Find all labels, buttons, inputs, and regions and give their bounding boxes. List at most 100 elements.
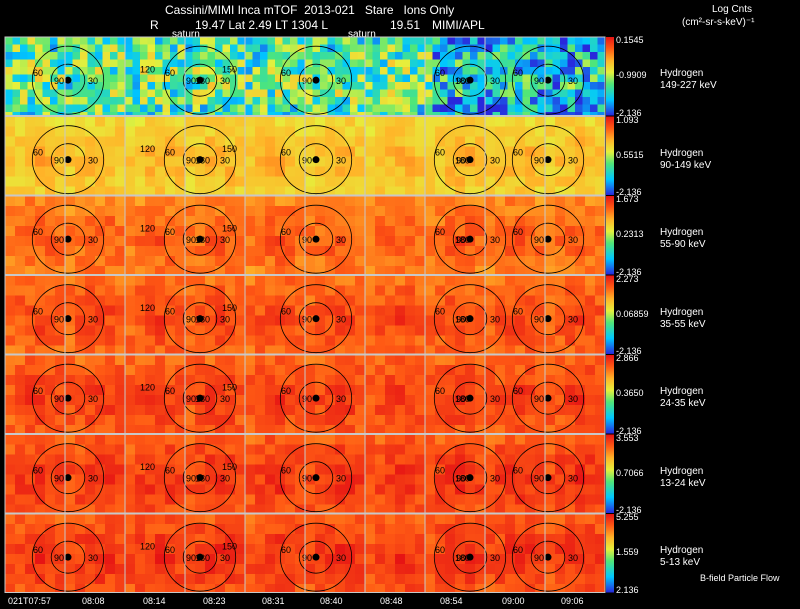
heat-cell (595, 226, 606, 237)
contour-label: 30 (490, 156, 500, 166)
heat-cell (365, 355, 376, 366)
heat-cell (435, 464, 446, 475)
heat-cell (345, 236, 356, 247)
heat-cell (145, 315, 156, 326)
heat-cell (45, 226, 56, 237)
heat-cell (15, 504, 26, 513)
flow-center-dot (312, 156, 320, 164)
heat-cell (435, 216, 446, 227)
heat-cell (525, 444, 536, 455)
heat-cell (355, 415, 366, 426)
heat-cell (565, 275, 576, 286)
contour-label: 30 (88, 394, 98, 404)
heat-cell (585, 444, 596, 455)
heat-cell (485, 474, 496, 485)
heat-cell (290, 52, 298, 60)
heat-cell (45, 146, 56, 157)
heat-cell (425, 504, 436, 513)
heat-cell (282, 44, 291, 53)
heat-cell (565, 514, 576, 525)
heat-cell (25, 166, 36, 177)
heat-cell (425, 176, 436, 187)
heat-cell (135, 464, 146, 475)
heat-cell (245, 474, 256, 485)
heat-cell (552, 112, 561, 116)
heat-cell (145, 405, 156, 416)
heat-cell (405, 375, 416, 386)
heat-cell (465, 305, 476, 316)
heat-cell (50, 104, 58, 113)
heat-cell (365, 375, 376, 386)
flow-center-dot (544, 156, 552, 164)
heat-cell (25, 266, 36, 275)
heat-cell (555, 256, 566, 267)
heat-cell (395, 544, 406, 555)
heat-cell (585, 176, 596, 187)
heat-cell (75, 295, 86, 306)
heat-cell (387, 74, 396, 83)
heat-cell (485, 104, 493, 113)
heat-cell (125, 112, 133, 116)
heat-cell (162, 89, 171, 98)
heat-cell (85, 236, 96, 247)
heat-cell (495, 116, 506, 127)
heat-cell (285, 434, 296, 445)
heat-cell (132, 74, 141, 83)
contour-line (530, 63, 566, 97)
heat-cell (505, 584, 516, 593)
heat-cell (505, 454, 516, 465)
heat-cell (575, 484, 586, 495)
heat-cell (365, 584, 376, 593)
heat-cell (495, 226, 506, 237)
heat-cell (35, 156, 46, 167)
heat-cell (455, 126, 466, 137)
heat-cell (385, 285, 396, 296)
heat-cell (185, 504, 196, 513)
heat-cell (245, 335, 256, 346)
heat-cell (115, 454, 126, 465)
heat-cell (305, 464, 316, 475)
heat-cell (440, 89, 448, 98)
heat-cell (25, 574, 36, 585)
heat-cell (470, 44, 478, 53)
heat-cell (585, 514, 596, 525)
heat-cell (465, 246, 476, 257)
heat-cell (245, 236, 256, 247)
heat-cell (525, 375, 536, 386)
heat-cell (255, 166, 266, 177)
heat-cell (20, 74, 28, 83)
heat-cell (155, 52, 163, 60)
heat-cell (435, 315, 446, 326)
heat-cell (45, 156, 56, 167)
heat-cell (185, 564, 196, 575)
heat-cell (425, 285, 436, 296)
heat-cell (345, 136, 356, 147)
heat-cell (315, 385, 326, 396)
heat-cell (165, 226, 176, 237)
heat-cell (515, 136, 526, 147)
heat-cell (315, 126, 326, 137)
heat-cell (297, 104, 306, 113)
heat-cell (245, 89, 253, 98)
heat-cell (315, 236, 326, 247)
heat-cell (255, 365, 266, 376)
heat-cell (402, 112, 411, 116)
heat-cell (255, 206, 266, 217)
heat-cell (165, 554, 176, 565)
contour-label: 30 (336, 76, 346, 86)
heat-cell (410, 74, 418, 83)
heat-cell (102, 37, 111, 45)
heat-cell (175, 554, 186, 565)
contour-label: 30 (336, 394, 346, 404)
contour-line (279, 363, 353, 433)
heat-cell (375, 564, 386, 575)
heat-cell (537, 89, 546, 98)
heat-cell (315, 285, 326, 296)
contour-line (279, 204, 353, 274)
heat-cell (500, 37, 508, 45)
heat-cell (275, 104, 283, 113)
heat-cell (185, 156, 196, 167)
heat-cell (477, 89, 486, 98)
heat-cell (425, 156, 436, 167)
heat-cell (125, 524, 136, 535)
